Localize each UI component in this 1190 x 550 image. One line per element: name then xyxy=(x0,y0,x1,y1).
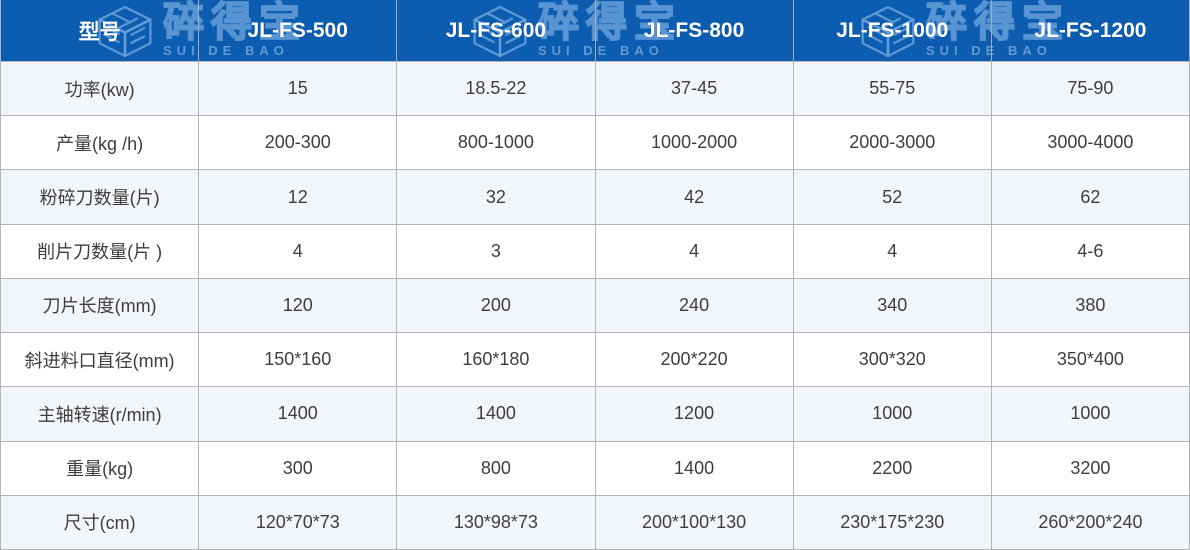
value-cell: 1400 xyxy=(397,387,596,442)
header-cell-jl-fs-1200: JL-FS-1200 xyxy=(991,0,1190,62)
value-cell: 75-90 xyxy=(991,62,1190,117)
value-cell: 120 xyxy=(199,278,398,334)
header-cell-jl-fs-800: JL-FS-800 xyxy=(595,0,794,62)
value-cell: 37-45 xyxy=(595,62,794,117)
value-cell: 160*180 xyxy=(397,333,596,388)
value-cell: 1200 xyxy=(595,387,794,442)
value-cell: 200-300 xyxy=(199,116,398,171)
value-cell: 240 xyxy=(595,278,794,334)
value-cell: 18.5-22 xyxy=(397,62,596,117)
value-cell: 130*98*73 xyxy=(397,495,596,550)
value-cell: 3000-4000 xyxy=(991,116,1190,171)
value-cell: 62 xyxy=(991,170,1190,225)
header-cell-jl-fs-500: JL-FS-500 xyxy=(199,0,398,62)
value-cell: 4 xyxy=(595,224,794,279)
value-cell: 300*320 xyxy=(793,333,992,388)
value-cell: 3 xyxy=(397,224,596,279)
value-cell: 200*220 xyxy=(595,333,794,388)
value-cell: 1400 xyxy=(199,387,398,442)
header-cell-jl-fs-600: JL-FS-600 xyxy=(397,0,596,62)
row-label-cell: 斜进料口直径(mm) xyxy=(1,333,200,388)
value-cell: 12 xyxy=(199,170,398,225)
value-cell: 2200 xyxy=(793,441,992,496)
value-cell: 32 xyxy=(397,170,596,225)
value-cell: 1400 xyxy=(595,441,794,496)
row-label-cell: 削片刀数量(片 ) xyxy=(1,224,200,279)
value-cell: 230*175*230 xyxy=(793,495,992,550)
value-cell: 800 xyxy=(397,441,596,496)
value-cell: 55-75 xyxy=(793,62,992,117)
value-cell: 300 xyxy=(199,441,398,496)
row-label-cell: 主轴转速(r/min) xyxy=(1,387,200,442)
value-cell: 380 xyxy=(991,278,1190,334)
value-cell: 120*70*73 xyxy=(199,495,398,550)
value-cell: 1000 xyxy=(991,387,1190,442)
value-cell: 42 xyxy=(595,170,794,225)
value-cell: 150*160 xyxy=(199,333,398,388)
row-label-cell: 刀片长度(mm) xyxy=(1,278,200,334)
value-cell: 340 xyxy=(793,278,992,334)
value-cell: 2000-3000 xyxy=(793,116,992,171)
value-cell: 1000 xyxy=(793,387,992,442)
value-cell: 1000-2000 xyxy=(595,116,794,171)
row-label-cell: 重量(kg) xyxy=(1,441,200,496)
value-cell: 4 xyxy=(793,224,992,279)
header-cell-jl-fs-1000: JL-FS-1000 xyxy=(793,0,992,62)
value-cell: 350*400 xyxy=(991,333,1190,388)
value-cell: 3200 xyxy=(991,441,1190,496)
value-cell: 4 xyxy=(199,224,398,279)
value-cell: 200*100*130 xyxy=(595,495,794,550)
row-label-cell: 尺寸(cm) xyxy=(1,495,200,550)
value-cell: 15 xyxy=(199,62,398,117)
value-cell: 4-6 xyxy=(991,224,1190,279)
row-label-cell: 功率(kw) xyxy=(1,62,200,117)
value-cell: 200 xyxy=(397,278,596,334)
header-background xyxy=(1,0,1190,62)
row-label-cell: 粉碎刀数量(片) xyxy=(1,170,200,225)
value-cell: 800-1000 xyxy=(397,116,596,171)
value-cell: 260*200*240 xyxy=(991,495,1190,550)
value-cell: 52 xyxy=(793,170,992,225)
row-label-cell: 产量(kg /h) xyxy=(1,116,200,171)
header-cell-model-label: 型号 xyxy=(1,0,200,62)
